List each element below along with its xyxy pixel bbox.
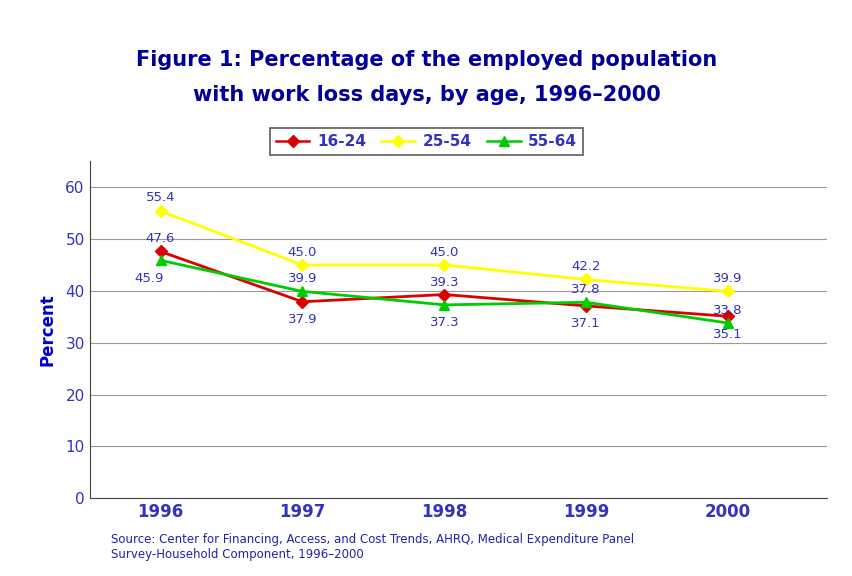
Text: 45.0: 45.0: [429, 246, 458, 259]
Text: 45.9: 45.9: [135, 272, 164, 285]
Text: Source: Center for Financing, Access, and Cost Trends, AHRQ, Medical Expenditure: Source: Center for Financing, Access, an…: [111, 533, 633, 561]
Text: 42.2: 42.2: [571, 260, 601, 274]
Text: 39.9: 39.9: [287, 272, 317, 285]
Legend: 16-24, 25-54, 55-64: 16-24, 25-54, 55-64: [269, 128, 583, 156]
Text: 37.8: 37.8: [571, 283, 601, 296]
Text: 55.4: 55.4: [146, 191, 175, 204]
Text: Figure 1: Percentage of the employed population: Figure 1: Percentage of the employed pop…: [135, 51, 717, 70]
Text: 37.3: 37.3: [429, 316, 458, 329]
Text: 37.9: 37.9: [287, 313, 317, 327]
Text: with work loss days, by age, 1996–2000: with work loss days, by age, 1996–2000: [193, 85, 659, 105]
Text: 33.8: 33.8: [712, 304, 742, 317]
Text: 39.9: 39.9: [712, 272, 742, 285]
Text: 47.6: 47.6: [146, 233, 175, 245]
Text: 37.1: 37.1: [571, 317, 601, 331]
Text: 39.3: 39.3: [429, 275, 458, 289]
Text: 45.0: 45.0: [287, 246, 317, 259]
Y-axis label: Percent: Percent: [39, 293, 57, 366]
Text: 35.1: 35.1: [712, 328, 742, 341]
